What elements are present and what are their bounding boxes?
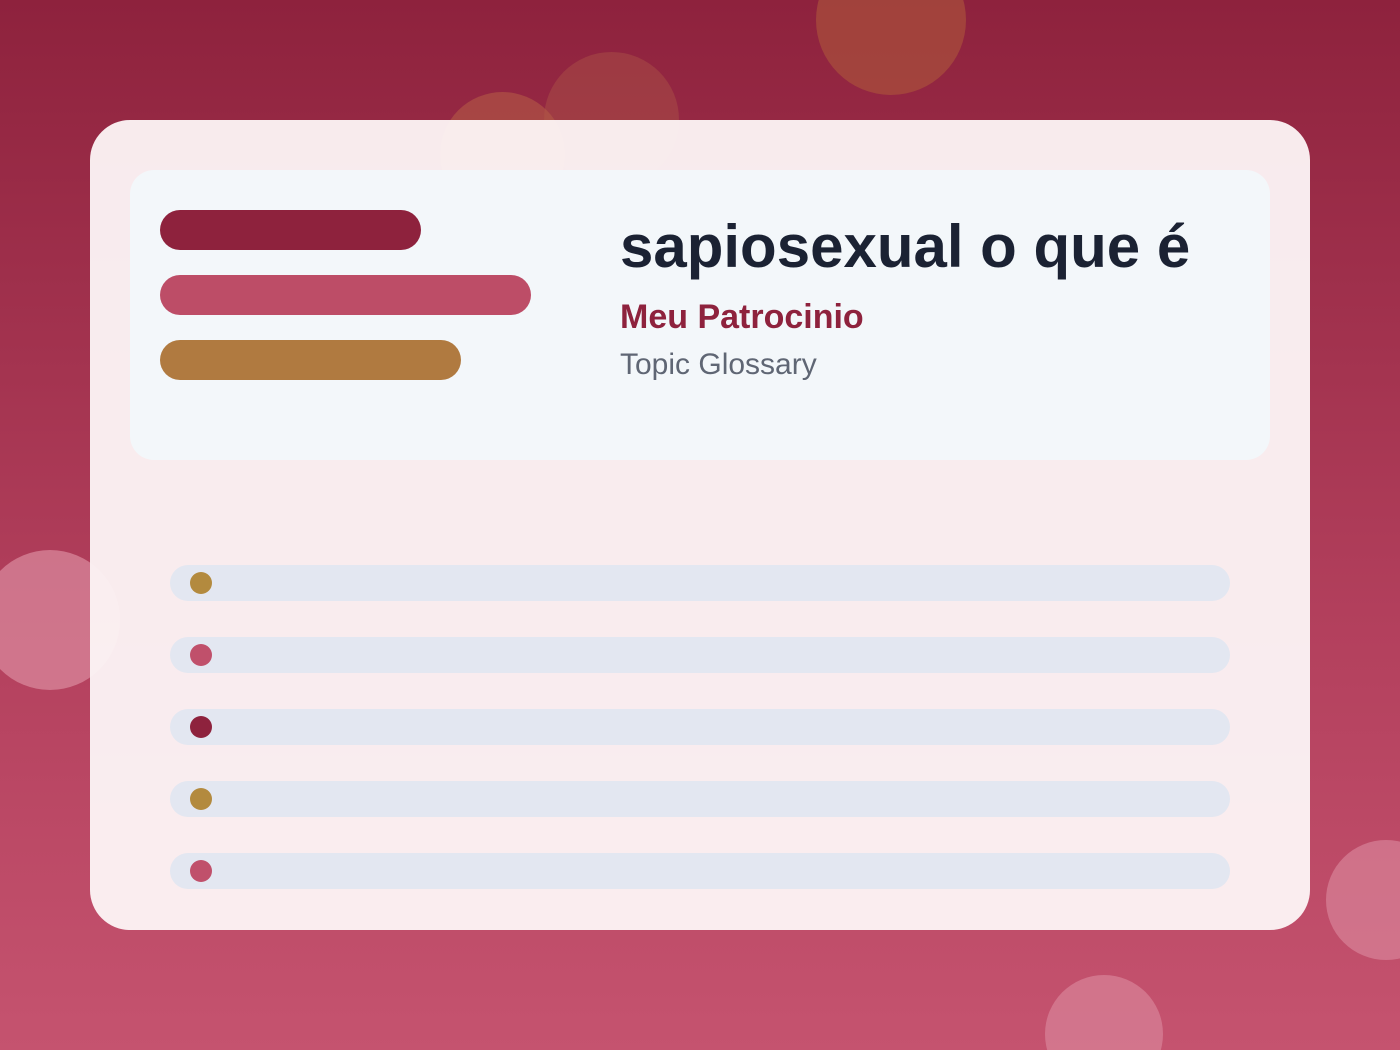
bubble [1326,840,1400,960]
decor-bar [160,210,421,250]
dot [190,716,212,738]
bubble [1045,975,1163,1050]
bubble [816,0,966,95]
card: sapiosexual o que é Meu Patrocinio Topic… [90,120,1310,930]
list-row [170,781,1230,817]
header: sapiosexual o que é Meu Patrocinio Topic… [130,170,1270,460]
list-row [170,853,1230,889]
dot [190,644,212,666]
list-row [170,709,1230,745]
caption: Topic Glossary [620,348,817,381]
subtitle: Meu Patrocinio [620,298,864,336]
decor-bar [160,340,461,380]
dot [190,572,212,594]
decor-bar [160,275,531,315]
list-row [170,637,1230,673]
dot [190,860,212,882]
list-row [170,565,1230,601]
dot [190,788,212,810]
title: sapiosexual o que é [620,213,1191,280]
